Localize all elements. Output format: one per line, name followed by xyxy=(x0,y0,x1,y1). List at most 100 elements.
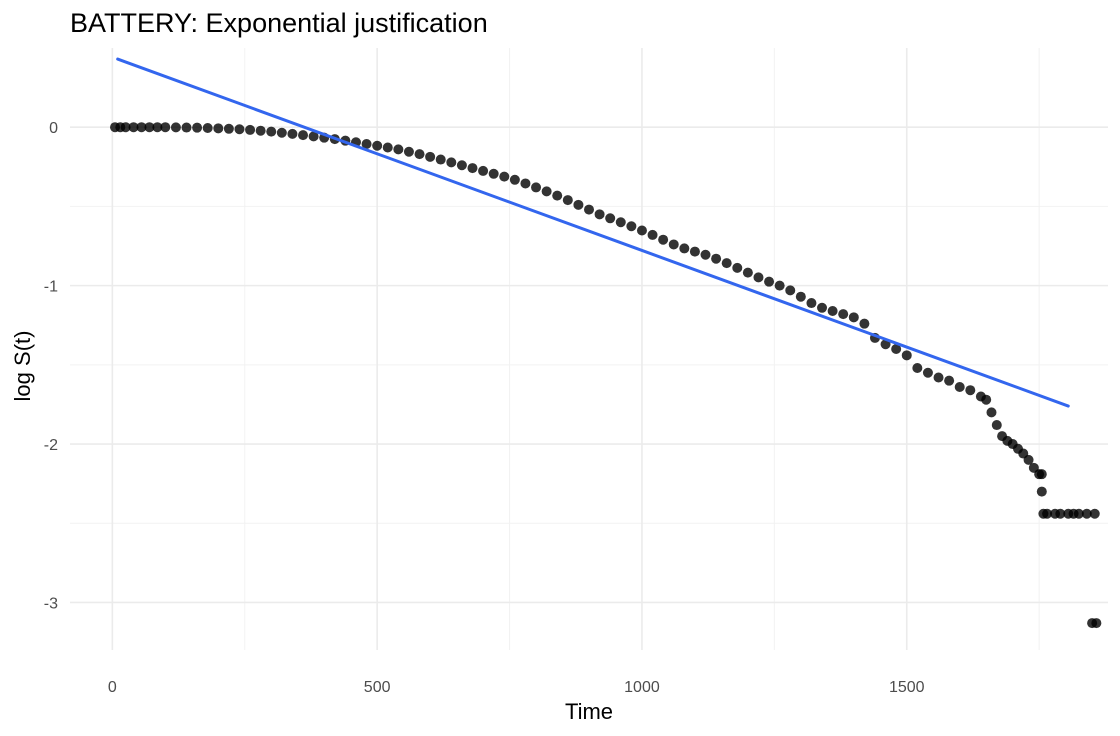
data-point xyxy=(520,178,531,189)
data-point xyxy=(679,243,690,254)
data-point xyxy=(1073,508,1084,519)
data-point xyxy=(965,385,976,396)
x-tick-label: 500 xyxy=(364,679,391,696)
y-axis-title: log S(t) xyxy=(10,331,35,402)
data-point xyxy=(922,367,933,378)
data-point xyxy=(912,363,923,374)
data-point xyxy=(658,234,669,245)
data-point xyxy=(806,298,817,309)
data-point xyxy=(425,151,436,162)
data-point xyxy=(128,122,139,133)
data-point xyxy=(552,190,563,201)
data-point xyxy=(223,123,234,134)
data-point xyxy=(933,372,944,383)
data-point xyxy=(382,142,393,153)
data-point xyxy=(435,154,446,165)
data-point xyxy=(981,394,992,405)
data-point xyxy=(287,128,298,139)
data-point xyxy=(991,420,1002,431)
data-point xyxy=(891,344,902,354)
x-tick-label: 1500 xyxy=(889,679,925,696)
y-tick-labels: -3 -2 -1 0 xyxy=(44,120,58,612)
data-point xyxy=(615,217,626,228)
data-point xyxy=(255,125,266,136)
y-tick-label: -3 xyxy=(44,595,58,612)
grid xyxy=(70,48,1108,650)
data-point xyxy=(120,122,131,133)
data-point xyxy=(266,126,277,137)
data-point xyxy=(361,139,372,150)
data-point xyxy=(308,131,319,142)
data-point xyxy=(276,127,287,138)
data-point xyxy=(1023,454,1034,465)
data-point xyxy=(859,318,870,329)
data-point xyxy=(1036,469,1047,480)
data-point xyxy=(298,130,309,141)
data-point xyxy=(245,124,256,135)
data-point xyxy=(636,225,647,236)
data-point xyxy=(668,239,679,250)
data-point xyxy=(144,122,155,133)
x-axis-title: Time xyxy=(565,699,613,724)
data-point xyxy=(541,186,552,197)
x-tick-label: 0 xyxy=(108,679,117,696)
data-points xyxy=(110,122,1102,629)
data-point xyxy=(488,168,499,179)
data-point xyxy=(848,312,859,323)
data-point xyxy=(192,122,203,133)
data-point xyxy=(700,249,711,260)
chart-title: BATTERY: Exponential justification xyxy=(70,8,488,38)
y-tick-label: -1 xyxy=(44,279,58,296)
data-point xyxy=(753,272,764,283)
data-point xyxy=(136,122,147,133)
fit-line xyxy=(116,57,1070,408)
data-point xyxy=(689,246,700,257)
data-point xyxy=(944,375,955,386)
data-point xyxy=(152,122,163,133)
data-point xyxy=(732,262,743,273)
data-point xyxy=(647,229,658,240)
x-tick-labels: 0 500 1000 1500 xyxy=(108,679,925,696)
data-point xyxy=(1055,508,1066,519)
data-point xyxy=(446,157,457,168)
data-point xyxy=(467,163,478,174)
data-point xyxy=(573,199,584,210)
data-point xyxy=(414,149,425,160)
data-point xyxy=(531,182,542,193)
fit-line-group xyxy=(116,57,1070,408)
data-point xyxy=(562,195,573,206)
data-point xyxy=(827,305,838,316)
data-point xyxy=(393,144,404,155)
x-tick-label: 1000 xyxy=(624,679,660,696)
data-point xyxy=(1036,486,1047,497)
data-point xyxy=(478,165,489,176)
data-point xyxy=(372,140,383,151)
data-point xyxy=(213,123,224,134)
data-point xyxy=(605,213,616,224)
data-point xyxy=(785,285,796,296)
data-point xyxy=(509,174,520,185)
data-point xyxy=(711,253,722,264)
data-point xyxy=(202,123,213,134)
data-point xyxy=(1091,618,1102,629)
data-point xyxy=(721,258,732,269)
data-point xyxy=(817,302,828,313)
data-point xyxy=(774,280,785,291)
y-tick-label: -2 xyxy=(44,437,58,454)
data-point xyxy=(456,160,467,171)
data-point xyxy=(764,276,775,287)
data-point xyxy=(954,382,965,393)
data-point xyxy=(181,122,192,133)
data-point xyxy=(234,124,245,135)
data-point xyxy=(795,291,806,302)
data-point xyxy=(1042,508,1053,519)
data-point xyxy=(626,221,637,232)
data-point xyxy=(160,122,171,133)
y-tick-label: 0 xyxy=(49,120,58,137)
data-point xyxy=(1081,508,1092,519)
data-point xyxy=(742,267,753,278)
data-point xyxy=(986,407,997,418)
data-point xyxy=(901,350,912,361)
data-point xyxy=(1089,508,1100,519)
